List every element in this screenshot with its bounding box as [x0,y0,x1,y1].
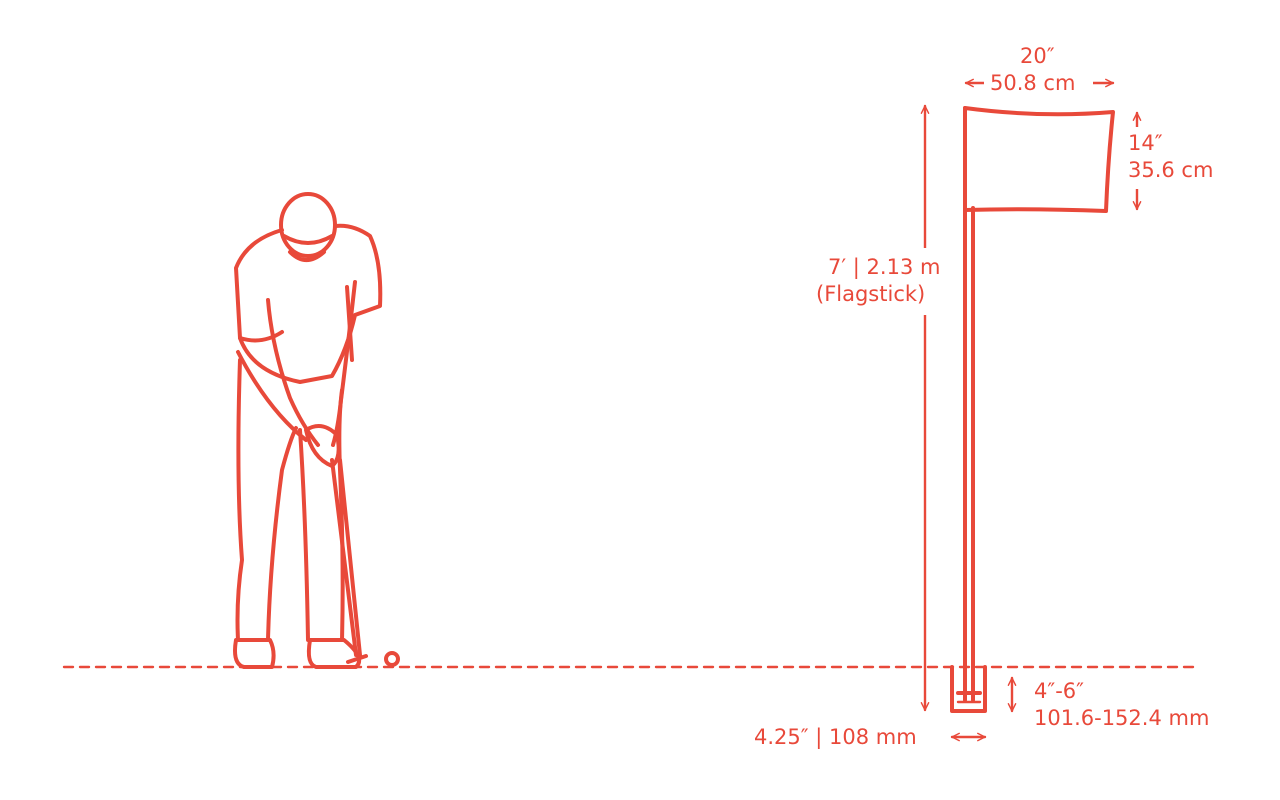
flagstick-icon [963,106,1115,702]
golf-ball-icon [384,651,400,667]
cup-depth-mm-label: 101.6-152.4 mm [1034,706,1210,730]
flag-width-in-label: 20″ [1020,44,1055,68]
flag-height-in-label: 14″ [1128,131,1163,155]
cup-diameter-label: 4.25″ | 108 mm [754,725,917,749]
flagstick-caption-label: (Flagstick) [816,282,926,306]
flagstick-height-label: 7′ | 2.13 m [828,255,941,279]
flag-height-cm-label: 35.6 cm [1128,158,1214,182]
flag-width-cm-label: 50.8 cm [990,71,1076,95]
cup-depth-in-label: 4″-6″ [1034,679,1084,703]
golfer-icon [233,192,383,669]
golf-cup-icon [950,665,987,713]
